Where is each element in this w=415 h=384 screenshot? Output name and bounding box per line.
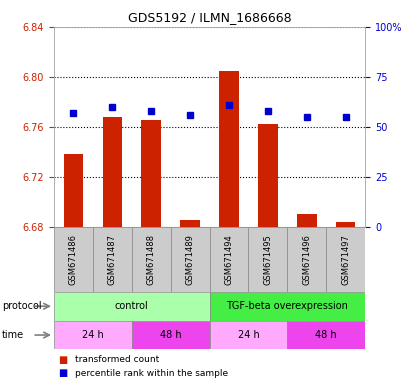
Text: GSM671496: GSM671496 — [303, 234, 311, 285]
Text: GSM671489: GSM671489 — [186, 234, 195, 285]
Text: GSM671497: GSM671497 — [341, 234, 350, 285]
Bar — [210, 227, 249, 292]
Text: time: time — [2, 330, 24, 340]
Text: control: control — [115, 301, 149, 311]
Bar — [326, 227, 365, 292]
Text: transformed count: transformed count — [75, 356, 159, 364]
Text: ■: ■ — [58, 355, 67, 365]
Text: 48 h: 48 h — [160, 330, 181, 340]
Bar — [132, 227, 171, 292]
Text: GSM671494: GSM671494 — [225, 234, 234, 285]
Bar — [287, 321, 365, 349]
Text: TGF-beta overexpression: TGF-beta overexpression — [227, 301, 348, 311]
Bar — [249, 227, 287, 292]
Bar — [258, 124, 278, 227]
Text: GSM671488: GSM671488 — [147, 234, 156, 285]
Bar — [54, 321, 132, 349]
Text: 24 h: 24 h — [238, 330, 259, 340]
Text: GSM671495: GSM671495 — [264, 234, 272, 285]
Text: protocol: protocol — [2, 301, 42, 311]
Bar — [142, 121, 161, 227]
Bar — [132, 321, 210, 349]
Text: 24 h: 24 h — [82, 330, 104, 340]
Text: ■: ■ — [58, 368, 67, 379]
Title: GDS5192 / ILMN_1686668: GDS5192 / ILMN_1686668 — [128, 11, 291, 24]
Bar — [219, 71, 239, 227]
Bar — [210, 292, 365, 321]
Bar — [297, 214, 317, 227]
Bar — [181, 220, 200, 227]
Text: percentile rank within the sample: percentile rank within the sample — [75, 369, 228, 378]
Bar — [171, 227, 210, 292]
Bar — [103, 117, 122, 227]
Bar — [287, 227, 326, 292]
Bar — [93, 227, 132, 292]
Bar — [54, 227, 93, 292]
Bar — [63, 154, 83, 227]
Bar — [210, 321, 287, 349]
Bar — [54, 292, 210, 321]
Bar — [336, 222, 356, 227]
Text: 48 h: 48 h — [315, 330, 337, 340]
Text: GSM671487: GSM671487 — [108, 234, 117, 285]
Text: GSM671486: GSM671486 — [69, 234, 78, 285]
